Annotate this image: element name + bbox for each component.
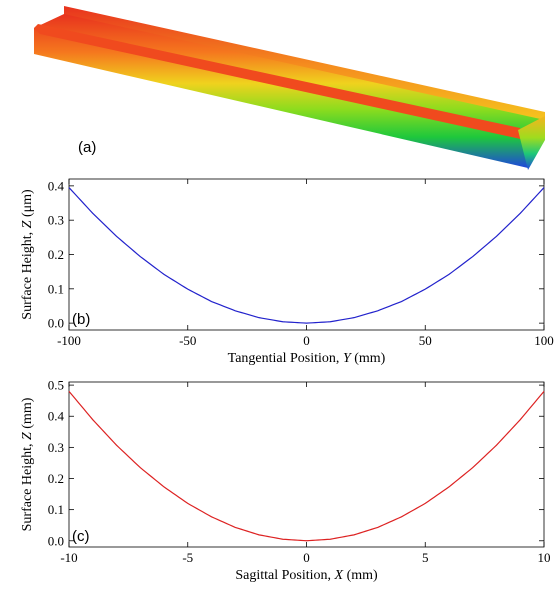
sagittal-profile-chart: -10 -5 0 5 10 0.0 0.1 0.2 0.3 0.4 0.5 Sagittal Posi… xyxy=(20,378,551,583)
panel-a-label: (a) xyxy=(78,139,96,156)
y-tick-label: 0.4 xyxy=(48,409,65,424)
y-tick-label: 0.2 xyxy=(48,471,64,486)
mirror-3d-render xyxy=(34,6,545,170)
x-tick-label: -10 xyxy=(60,550,77,565)
x-tick-label: 10 xyxy=(538,550,551,565)
y-tick-label: 0.0 xyxy=(48,533,64,548)
y-tick-label: 0.4 xyxy=(48,178,65,193)
x-axis-label: Sagittal Position, X (mm) xyxy=(235,568,378,583)
y-tick-label: 0.0 xyxy=(48,316,64,331)
x-tick-label: 100 xyxy=(534,333,554,348)
x-tick-label: 0 xyxy=(303,333,310,348)
y-tick-label: 0.3 xyxy=(48,213,64,228)
y-axis-label: Surface Height, Z (mm) xyxy=(20,397,35,531)
panel-label: (c) xyxy=(72,528,90,545)
mirror-front-wall xyxy=(34,24,525,140)
x-tick-label: 5 xyxy=(422,550,429,565)
plot-frame xyxy=(68,381,545,548)
x-tick-label: -50 xyxy=(179,333,196,348)
plot-frame xyxy=(68,178,545,331)
y-tick-label: 0.5 xyxy=(48,378,64,393)
x-tick-label: 0 xyxy=(303,550,310,565)
panel-label: (b) xyxy=(72,311,90,328)
x-tick-label: -100 xyxy=(57,333,81,348)
y-axis-label: Surface Height, Z (μm) xyxy=(20,189,35,320)
y-tick-label: 0.3 xyxy=(48,440,64,455)
y-tick-label: 0.1 xyxy=(48,281,64,296)
y-tick-label: 0.2 xyxy=(48,247,64,262)
tangential-profile-chart: -100 -50 0 50 100 0.0 0.1 0.2 0.3 0.4 Tangential P… xyxy=(20,178,554,366)
x-tick-label: 50 xyxy=(419,333,432,348)
x-tick-label: -5 xyxy=(182,550,193,565)
mirror-end-cap xyxy=(518,116,545,170)
x-axis-label: Tangential Position, Y (mm) xyxy=(228,351,386,366)
y-tick-label: 0.1 xyxy=(48,502,64,517)
profile-series-line xyxy=(68,390,545,542)
profile-series-line xyxy=(68,187,545,324)
mirror-trough-surface xyxy=(34,14,545,168)
